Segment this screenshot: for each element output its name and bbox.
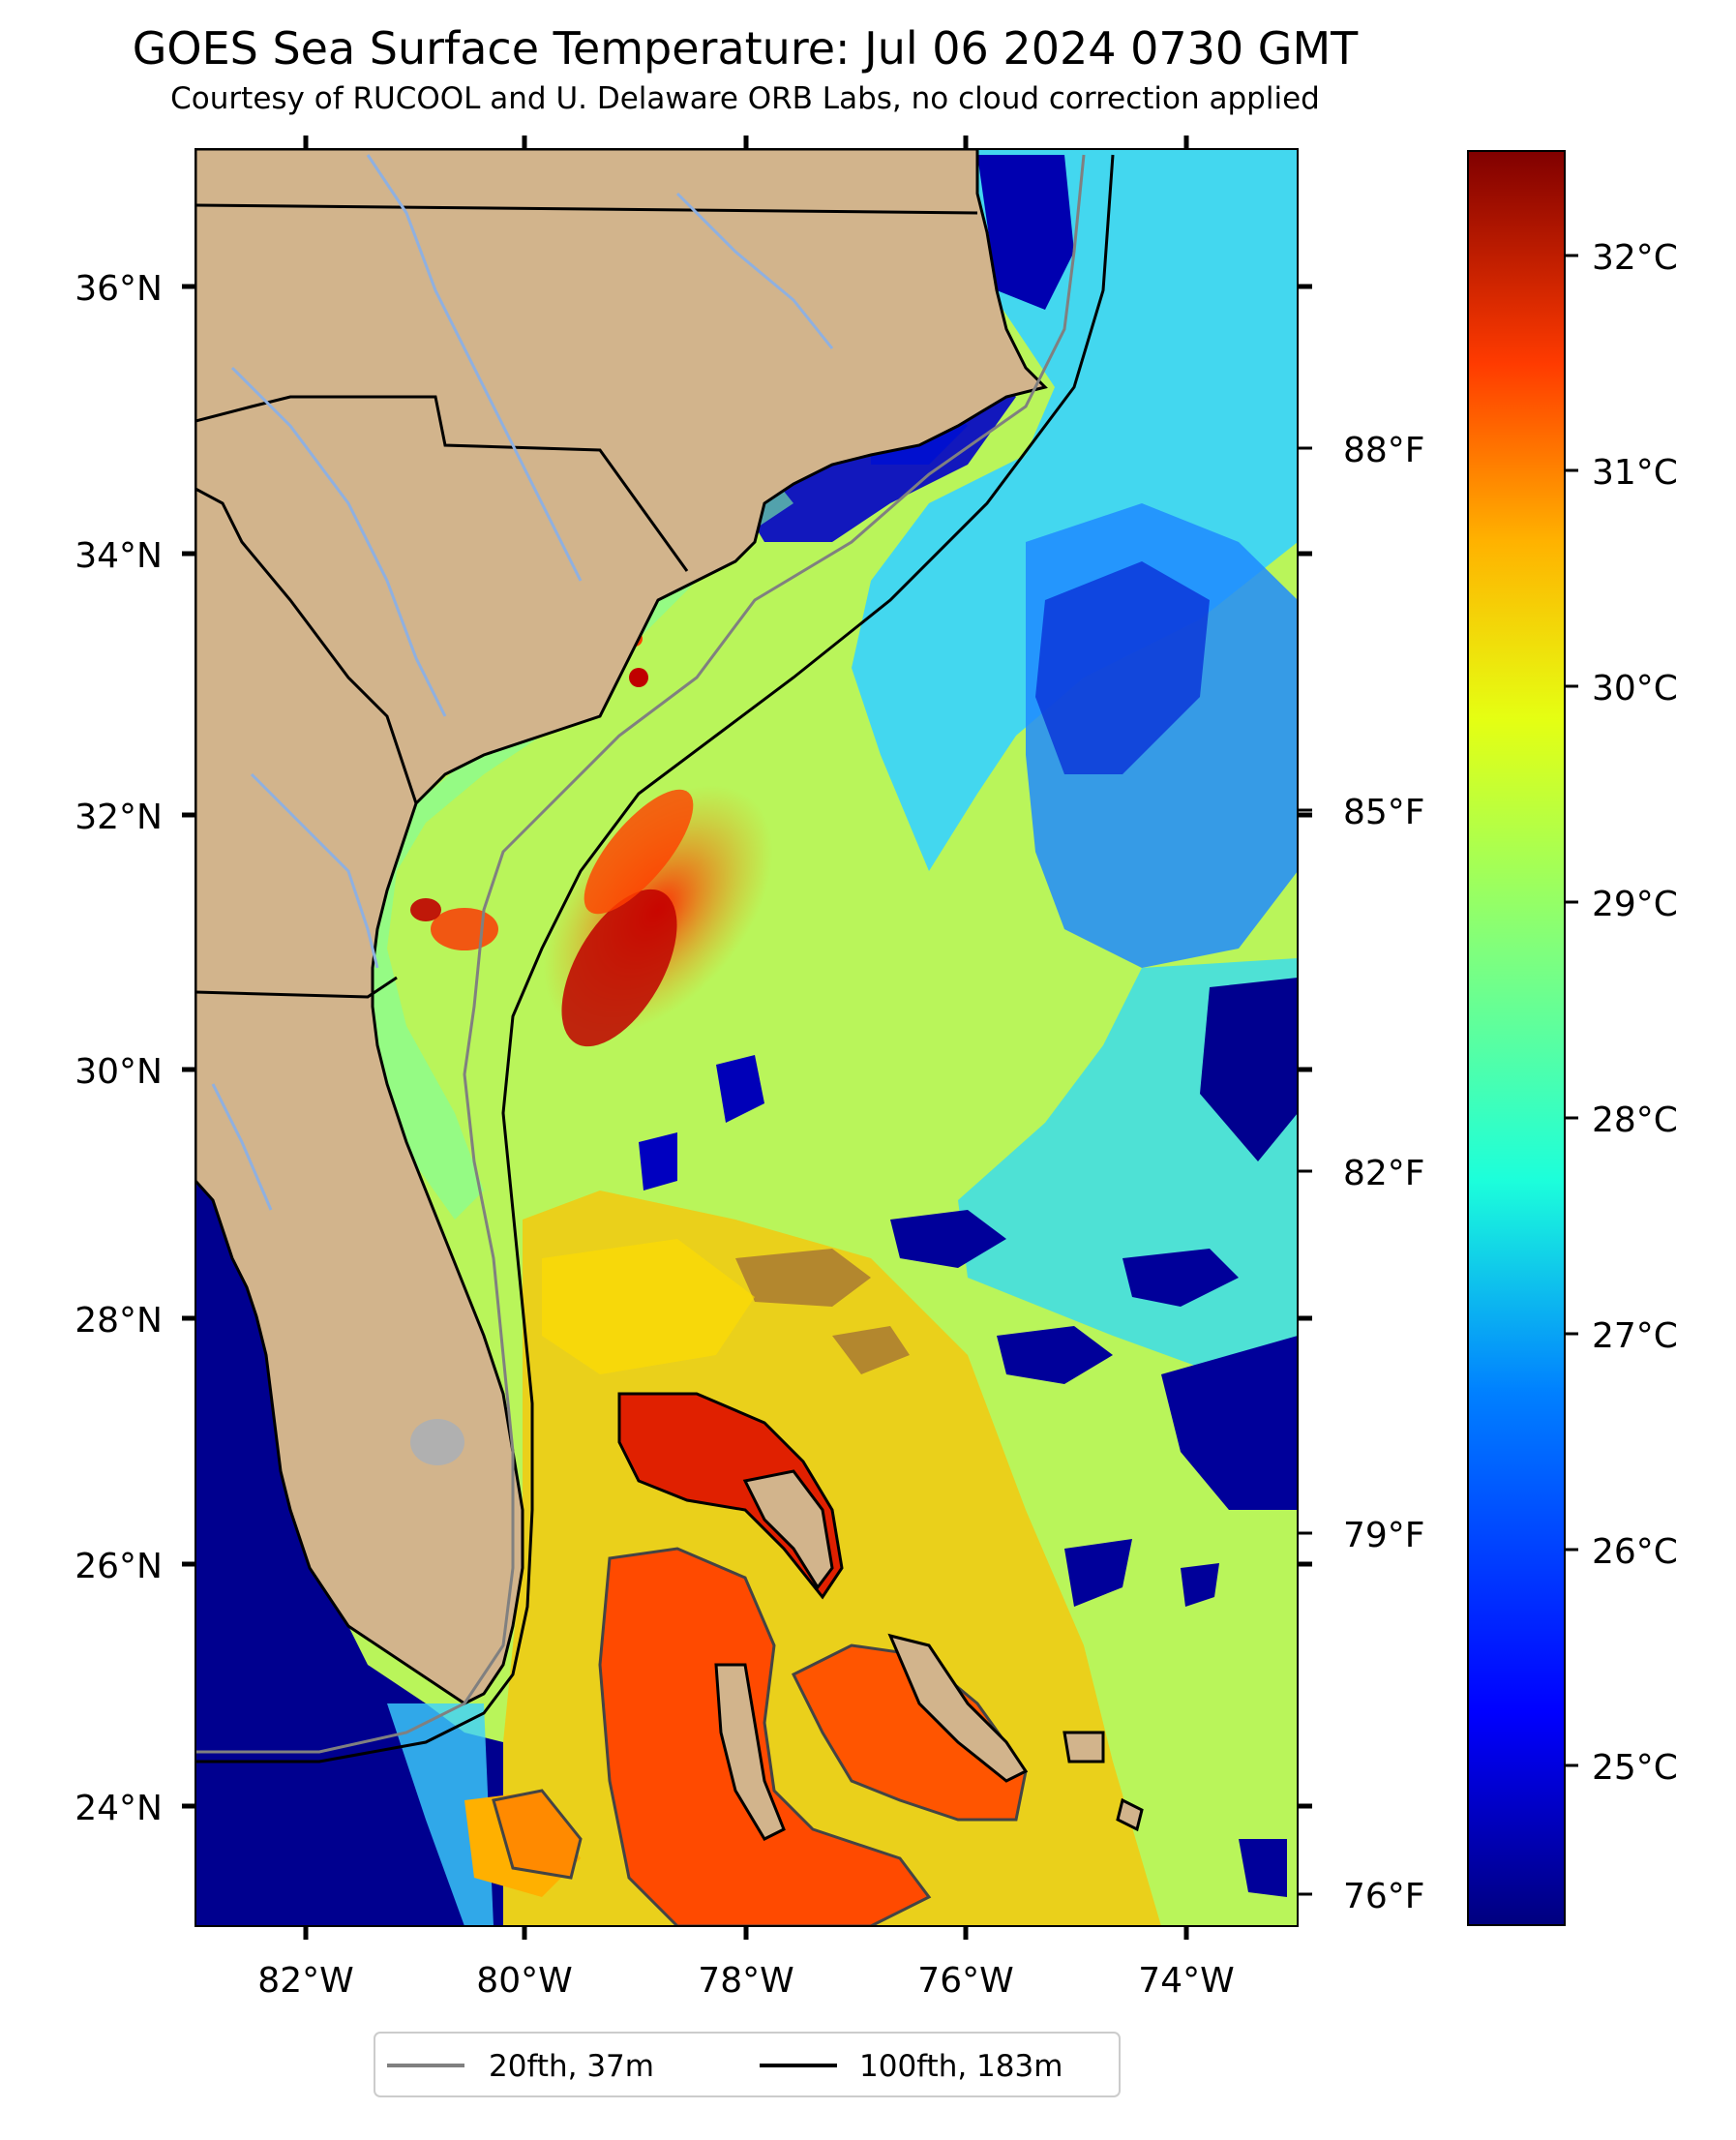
lat-ticks-left: [182, 284, 195, 1809]
fahrenheit-label: 76°F: [1343, 1877, 1425, 1916]
celsius-label: 28°C: [1592, 1100, 1678, 1140]
isobath-20fth: [195, 154, 1086, 1754]
bahamas-banks: [492, 1392, 1028, 1926]
lon-label: 74°W: [1138, 1961, 1234, 2001]
rivers: [211, 154, 834, 1211]
lat-label: 28°N: [75, 1301, 163, 1341]
celsius-label: 27°C: [1592, 1316, 1678, 1356]
colorbar: 32°C 31°C 30°C 29°C 28°C 27°C 26°C 25°C: [1467, 150, 1678, 1926]
fahrenheit-scale: 88°F 85°F 82°F 79°F 76°F: [1298, 431, 1425, 1916]
lon-label: 80°W: [476, 1961, 572, 2001]
celsius-label: 29°C: [1592, 885, 1678, 924]
legend-label-20fth: 20fth, 37m: [489, 2049, 654, 2084]
fahrenheit-label: 88°F: [1343, 431, 1425, 470]
gulf-stream-warm-core: [410, 631, 773, 1047]
bahamas-islands: [714, 1469, 1144, 1841]
lat-label: 24°N: [75, 1789, 163, 1828]
state-borders: [195, 203, 978, 999]
lon-label: 78°W: [698, 1961, 793, 2001]
lat-label: 34°N: [75, 536, 163, 576]
celsius-label: 32°C: [1592, 238, 1678, 278]
lake-okeechobee: [410, 1419, 464, 1465]
lon-ticks-bottom: [303, 1926, 1189, 1940]
legend: 20fth, 37m 100fth, 183m: [374, 2032, 1121, 2097]
celsius-label: 25°C: [1592, 1748, 1678, 1788]
lat-label: 26°N: [75, 1547, 163, 1586]
celsius-label: 30°C: [1592, 669, 1678, 708]
celsius-label: 31°C: [1592, 453, 1678, 493]
lat-ticks-right: [1298, 284, 1312, 1809]
isobath-100fth: [195, 154, 1115, 1763]
lat-label: 36°N: [75, 269, 163, 309]
legend-box: [374, 2032, 1121, 2097]
us-southeast-land: [195, 149, 1048, 1705]
lat-label: 32°N: [75, 798, 163, 837]
longitude-labels: 82°W 80°W 78°W 76°W 74°W: [257, 1961, 1234, 2001]
map-panel: [195, 149, 1298, 1926]
lon-ticks-top: [303, 136, 1189, 149]
lat-label: 30°N: [75, 1052, 163, 1092]
fahrenheit-label: 82°F: [1343, 1154, 1425, 1193]
lon-label: 82°W: [257, 1961, 353, 2001]
map-title: GOES Sea Surface Temperature: Jul 06 202…: [133, 22, 1359, 75]
celsius-label: 26°C: [1592, 1532, 1678, 1572]
lon-label: 76°W: [917, 1961, 1013, 2001]
colorbar-gradient: [1467, 150, 1566, 1926]
fahrenheit-label: 79°F: [1343, 1516, 1425, 1555]
latitude-labels: 36°N 34°N 32°N 30°N 28°N 26°N 24°N: [75, 269, 163, 1828]
map-subtitle: Courtesy of RUCOOL and U. Delaware ORB L…: [170, 81, 1320, 116]
fahrenheit-label: 85°F: [1343, 793, 1425, 832]
legend-label-100fth: 100fth, 183m: [859, 2049, 1063, 2084]
